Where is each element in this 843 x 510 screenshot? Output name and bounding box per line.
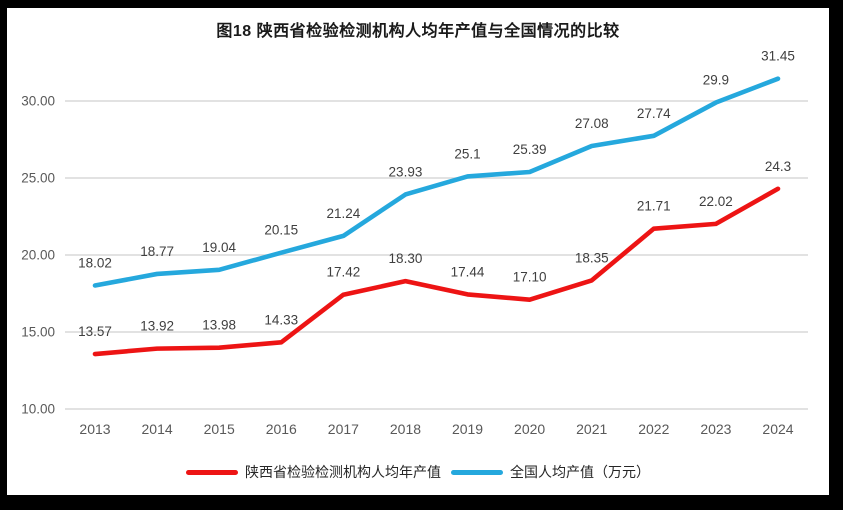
data-label: 14.33 <box>264 312 298 327</box>
x-tick-label: 2014 <box>142 421 173 437</box>
legend-label-national: 全国人均产值（万元） <box>510 464 650 480</box>
line-chart: 10.00 15.00 20.00 25.00 30.00 2013 2014 2015 201… <box>21 49 808 437</box>
data-label: 29.9 <box>703 73 729 88</box>
legend-swatch-red-line <box>186 469 238 475</box>
legend: 陕西省检验检测机构人均年产值 全国人均产值（万元） <box>7 462 829 482</box>
x-tick-label: 2015 <box>204 421 235 437</box>
x-tick-label: 2021 <box>576 421 607 437</box>
x-tick-label: 2016 <box>266 421 297 437</box>
x-tick-label: 2013 <box>79 421 110 437</box>
data-label: 27.08 <box>575 116 609 131</box>
legend-swatch-blue-line <box>451 469 503 475</box>
y-tick-label: 25.00 <box>21 171 55 186</box>
data-label: 17.10 <box>513 270 547 285</box>
data-label: 22.02 <box>699 194 733 209</box>
data-label: 18.77 <box>140 244 174 259</box>
y-tick-label: 10.00 <box>21 402 55 417</box>
y-tick-label: 30.00 <box>21 94 55 109</box>
data-label: 21.24 <box>326 206 360 221</box>
legend-item-shaanxi: 陕西省检验检测机构人均年产值 <box>186 462 441 482</box>
x-tick-label: 2022 <box>638 421 669 437</box>
x-tick-label: 2017 <box>328 421 359 437</box>
chart-title: 图18 陕西省检验检测机构人均年产值与全国情况的比较 <box>216 23 620 40</box>
data-label: 25.1 <box>454 146 480 161</box>
data-label: 27.74 <box>637 106 671 121</box>
legend-item-national: 全国人均产值（万元） <box>451 462 650 482</box>
data-label: 17.44 <box>451 264 485 279</box>
data-label: 18.02 <box>78 255 112 270</box>
x-tick-label: 2019 <box>452 421 483 437</box>
data-label: 13.92 <box>140 319 174 334</box>
y-tick-label: 15.00 <box>21 325 55 340</box>
data-label: 25.39 <box>513 142 547 157</box>
x-tick-label: 2024 <box>762 421 793 437</box>
data-label: 19.04 <box>202 240 236 255</box>
series-line <box>92 186 781 357</box>
data-label: 13.98 <box>202 318 236 333</box>
series-line <box>92 76 781 288</box>
x-tick-label: 2023 <box>700 421 731 437</box>
x-tick-label: 2018 <box>390 421 421 437</box>
data-label: 18.35 <box>575 250 609 265</box>
data-label: 31.45 <box>761 49 795 64</box>
legend-label-shaanxi: 陕西省检验检测机构人均年产值 <box>245 464 441 480</box>
chart-panel: 图18 陕西省检验检测机构人均年产值与全国情况的比较 10.00 15.00 20.… <box>7 8 829 495</box>
data-label: 24.3 <box>765 159 791 174</box>
data-label: 20.15 <box>264 223 298 238</box>
data-label: 21.71 <box>637 199 671 214</box>
x-tick-label: 2020 <box>514 421 545 437</box>
data-label: 13.57 <box>78 324 112 339</box>
data-label: 17.42 <box>326 265 360 280</box>
data-label: 18.30 <box>389 251 423 266</box>
y-tick-label: 20.00 <box>21 248 55 263</box>
data-label: 23.93 <box>389 164 423 179</box>
